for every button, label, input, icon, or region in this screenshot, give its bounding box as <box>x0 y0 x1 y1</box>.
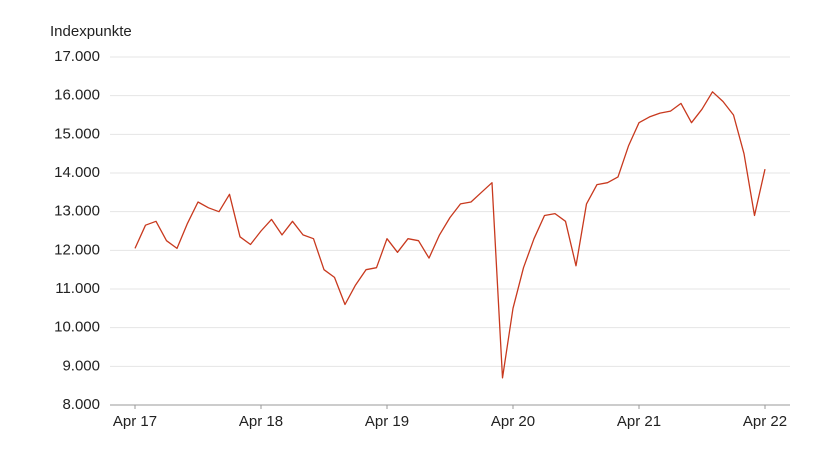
x-tick-label: Apr 17 <box>113 413 157 430</box>
y-tick-label: 12.000 <box>54 241 100 258</box>
y-tick-label: 17.000 <box>54 48 100 65</box>
y-tick-label: 16.000 <box>54 87 100 104</box>
x-tick-label: Apr 21 <box>617 413 661 430</box>
y-tick-label: 13.000 <box>54 203 100 220</box>
y-tick-label: 10.000 <box>54 319 100 336</box>
y-tick-label: 9.000 <box>62 357 100 374</box>
y-tick-label: 15.000 <box>54 125 100 142</box>
y-tick-label: 11.000 <box>55 280 100 297</box>
x-tick-label: Apr 22 <box>743 413 787 430</box>
x-tick-label: Apr 20 <box>491 413 535 430</box>
x-tick-label: Apr 19 <box>365 413 409 430</box>
y-axis-label: Indexpunkte <box>50 23 132 40</box>
data-line <box>134 91 766 379</box>
y-tick-label: 8.000 <box>62 396 100 413</box>
x-tick-label: Apr 18 <box>239 413 283 430</box>
y-tick-label: 14.000 <box>54 164 100 181</box>
